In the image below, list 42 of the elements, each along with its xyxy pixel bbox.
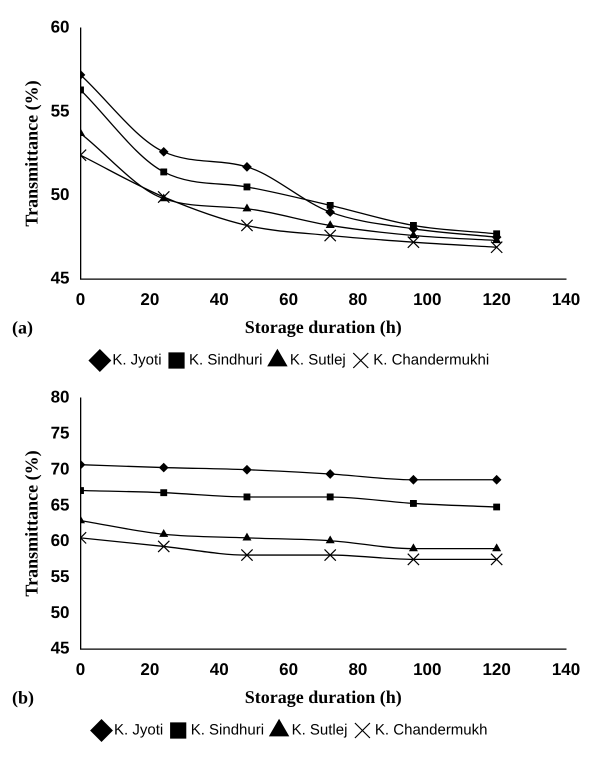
legend-label: K. Sindhuri (189, 352, 262, 369)
legend-label: K. Chandermukhi (373, 352, 490, 369)
x-tick-label: 60 (279, 290, 298, 309)
x-tick-label: 60 (279, 660, 298, 679)
legend-label: K. Jyoti (112, 352, 162, 369)
x-tick-label: 80 (348, 290, 368, 309)
x-tick-label: 20 (140, 290, 160, 309)
x-tick-label: 120 (482, 290, 511, 309)
y-tick-label: 60 (50, 18, 70, 37)
y-tick-label: 65 (50, 495, 70, 514)
x-tick-label: 80 (348, 660, 368, 679)
x-tick-label: 0 (76, 660, 86, 679)
x-tick-label: 40 (210, 290, 229, 309)
x-tick-label: 40 (210, 660, 229, 679)
y-tick-label: 80 (50, 388, 70, 407)
text: (b) (12, 688, 34, 708)
x-tick-label: 100 (413, 660, 442, 679)
x-tick-label: 100 (413, 290, 442, 309)
y-tick-label: 45 (50, 268, 70, 288)
y-tick-label: 75 (50, 424, 70, 443)
legend-label: K. Sutlej (292, 722, 348, 739)
x-tick-label: 140 (552, 660, 580, 679)
x-tick-label: 140 (552, 290, 580, 309)
text: (a) (12, 318, 33, 338)
legend-label: K. Sutlej (290, 352, 346, 369)
x-tick-label: 120 (482, 660, 511, 679)
y-tick-label: 45 (50, 638, 70, 658)
x-tick-label: 0 (76, 290, 86, 309)
x-axis-title: Storage duration (h) (244, 316, 402, 337)
y-tick-label: 50 (50, 185, 70, 204)
x-tick-label: 20 (140, 660, 160, 679)
y-tick-label: 70 (50, 459, 70, 478)
legend-label: K. Chandermukh (374, 722, 488, 739)
y-tick-label: 50 (50, 602, 70, 622)
x-axis-title: Storage duration (h) (244, 686, 402, 707)
y-axis-title: Transmittance (%) (21, 450, 42, 597)
y-tick-label: 60 (50, 531, 70, 550)
legend-label: K. Jyoti (114, 722, 164, 739)
legend-label: K. Sindhuri (190, 722, 264, 739)
y-axis-title: Transmittance (%) (21, 80, 42, 227)
y-tick-label: 55 (50, 566, 70, 586)
y-tick-label: 55 (50, 101, 70, 120)
